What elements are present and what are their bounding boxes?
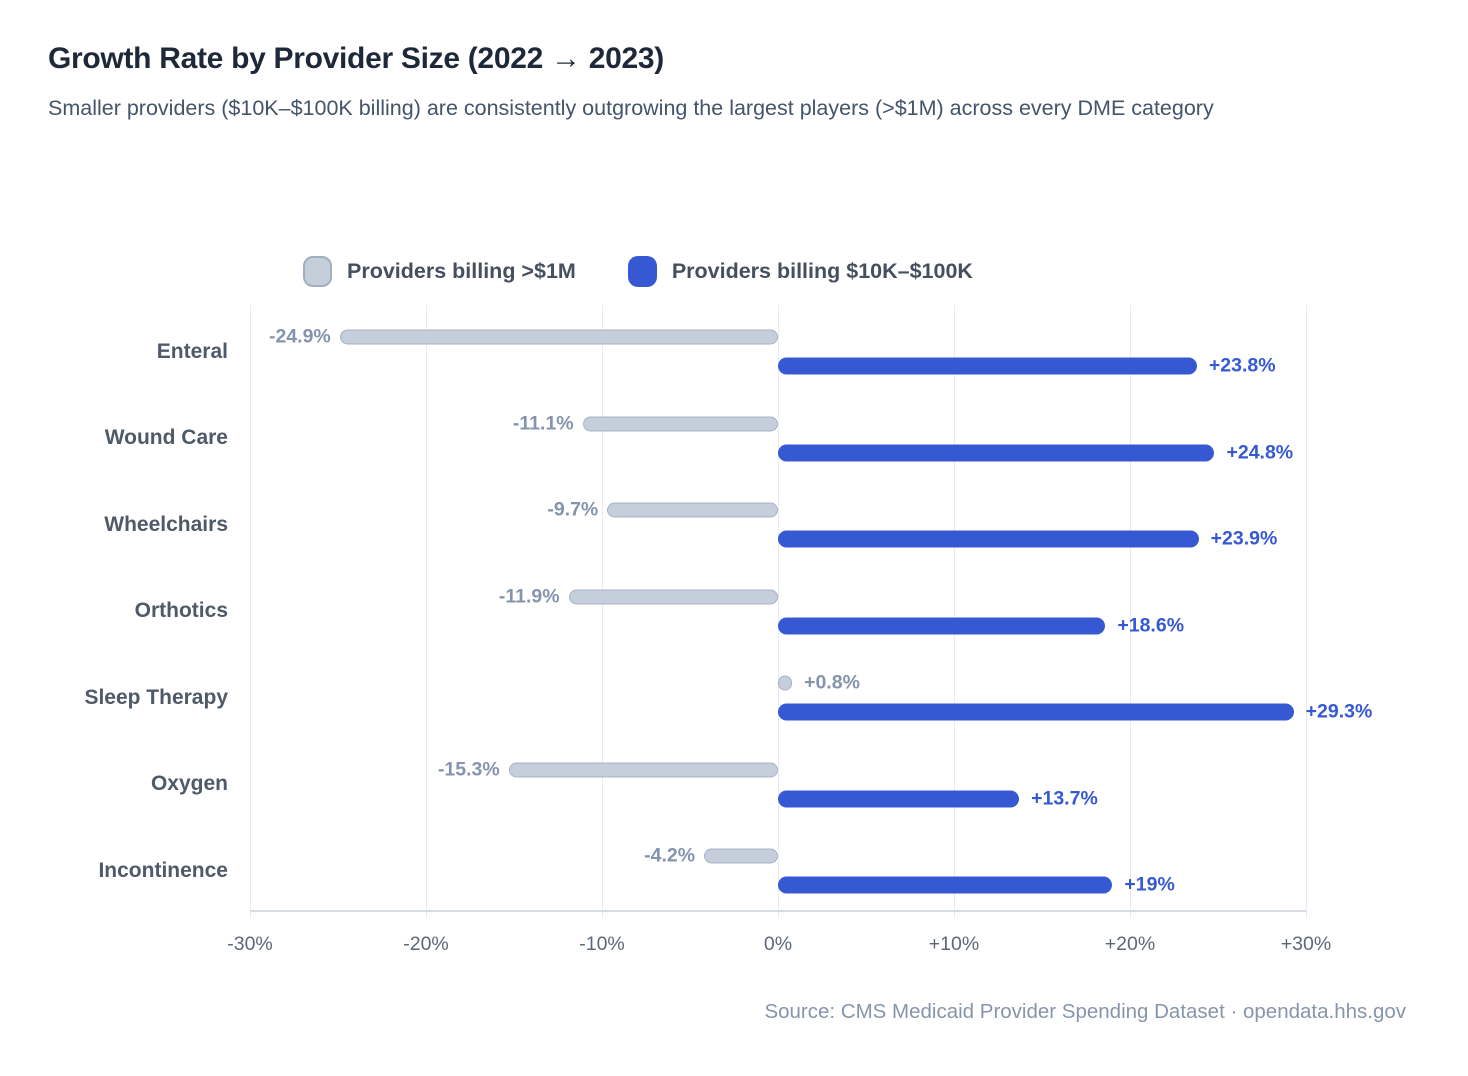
category-label: Sleep Therapy xyxy=(84,685,228,709)
x-axis-line xyxy=(250,910,1306,912)
x-axis-tick-label: +30% xyxy=(1280,933,1332,955)
value-label-providers-over-1m: -4.2% xyxy=(644,844,696,867)
value-label-providers-10k-100k: +19% xyxy=(1124,873,1175,896)
bar-providers-over-1m[interactable] xyxy=(607,502,778,518)
gridline xyxy=(1130,305,1131,918)
bar-providers-over-1m[interactable] xyxy=(508,762,778,777)
gridline xyxy=(954,305,955,918)
x-axis-tick-label: -30% xyxy=(227,933,273,955)
category-label: Wound Care xyxy=(104,426,228,449)
value-label-providers-over-1m: -11.9% xyxy=(498,585,560,607)
x-axis-tick-label: +20% xyxy=(1104,933,1156,955)
legend-label: Providers billing >$1M xyxy=(347,259,576,283)
bar-providers-over-1m[interactable] xyxy=(568,589,778,604)
legend-item-providers-over-1m[interactable]: Providers billing >$1M xyxy=(303,256,576,287)
bar-providers-over-1m[interactable] xyxy=(339,329,778,345)
value-label-providers-10k-100k: +23.8% xyxy=(1208,354,1276,377)
value-label-providers-over-1m: -24.9% xyxy=(268,325,331,348)
gridline xyxy=(602,305,603,918)
bar-providers-10k-100k[interactable] xyxy=(778,703,1294,721)
value-label-providers-10k-100k: +18.6% xyxy=(1117,614,1185,636)
bar-providers-over-1m[interactable] xyxy=(582,416,778,431)
value-label-providers-over-1m: -11.1% xyxy=(512,412,574,434)
value-label-providers-over-1m: +0.8% xyxy=(804,671,860,694)
gridline xyxy=(778,305,779,918)
value-label-providers-10k-100k: +24.8% xyxy=(1226,441,1294,463)
x-axis-tick-label: -10% xyxy=(579,933,625,955)
chart-subtitle: Smaller providers ($10K–$100K billing) a… xyxy=(48,96,1214,120)
legend-label: Providers billing $10K–$100K xyxy=(671,259,973,283)
value-label-providers-10k-100k: +13.7% xyxy=(1031,787,1098,809)
bar-providers-10k-100k[interactable] xyxy=(778,876,1113,894)
bar-providers-over-1m[interactable] xyxy=(778,675,793,691)
category-label: Enteral xyxy=(156,339,228,363)
legend-swatch-gray xyxy=(303,256,332,287)
x-axis-tick-label: -20% xyxy=(403,933,449,955)
category-label: Incontinence xyxy=(98,858,228,882)
bar-providers-10k-100k[interactable] xyxy=(778,530,1199,548)
bar-providers-10k-100k[interactable] xyxy=(778,444,1215,461)
bar-providers-over-1m[interactable] xyxy=(704,848,778,864)
bar-providers-10k-100k[interactable] xyxy=(778,617,1106,634)
value-label-providers-over-1m: -15.3% xyxy=(437,758,500,780)
x-axis-tick-label: +10% xyxy=(928,933,980,955)
value-label-providers-over-1m: -9.7% xyxy=(547,498,599,521)
page-title: Growth Rate by Provider Size (2022 → 202… xyxy=(48,42,664,75)
category-label: Wheelchairs xyxy=(104,512,228,536)
gridline xyxy=(1306,305,1307,918)
bar-providers-10k-100k[interactable] xyxy=(778,357,1197,375)
legend: Providers billing >$1M Providers billing… xyxy=(303,256,973,287)
category-label: Orthotics xyxy=(134,599,228,622)
x-axis-tick-label: 0% xyxy=(763,933,793,955)
legend-item-providers-10k-100k[interactable]: Providers billing $10K–$100K xyxy=(627,256,973,287)
gridline xyxy=(426,305,427,918)
category-label: Oxygen xyxy=(150,772,228,795)
value-label-providers-10k-100k: +29.3% xyxy=(1305,700,1373,723)
value-label-providers-10k-100k: +23.9% xyxy=(1210,527,1278,550)
legend-swatch-blue xyxy=(627,256,657,287)
gridline xyxy=(250,305,251,918)
source-caption: Source: CMS Medicaid Provider Spending D… xyxy=(764,1000,1406,1023)
bar-providers-10k-100k[interactable] xyxy=(778,790,1020,807)
